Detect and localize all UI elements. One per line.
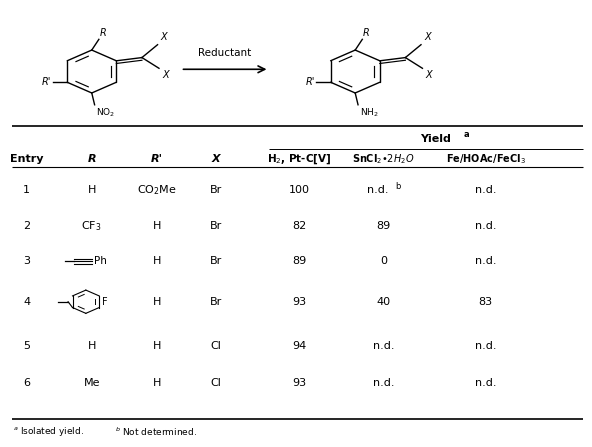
- Text: 2: 2: [23, 221, 30, 231]
- Text: H: H: [88, 342, 96, 351]
- Text: Yield: Yield: [420, 134, 451, 143]
- Text: n.d.: n.d.: [475, 221, 496, 231]
- Text: 100: 100: [288, 185, 310, 195]
- Text: F: F: [102, 297, 107, 307]
- Text: X: X: [160, 33, 167, 42]
- Text: H: H: [153, 342, 161, 351]
- Text: Ph: Ph: [94, 257, 107, 266]
- Text: X: X: [424, 33, 430, 42]
- Text: H$_2$, Pt-C[V]: H$_2$, Pt-C[V]: [267, 152, 331, 166]
- Text: 93: 93: [292, 297, 306, 307]
- Text: CO$_2$Me: CO$_2$Me: [137, 183, 177, 197]
- Text: 94: 94: [292, 342, 306, 351]
- Text: 89: 89: [377, 221, 391, 231]
- Text: a: a: [464, 131, 469, 139]
- Text: n.d.: n.d.: [475, 185, 496, 195]
- Text: R: R: [363, 28, 370, 38]
- Text: Me: Me: [83, 378, 100, 388]
- Text: n.d.: n.d.: [373, 342, 394, 351]
- Text: Cl: Cl: [211, 342, 221, 351]
- Text: Br: Br: [210, 257, 222, 266]
- Text: 1: 1: [23, 185, 30, 195]
- Text: R': R': [151, 154, 163, 164]
- Text: Entry: Entry: [10, 154, 43, 164]
- Text: Cl: Cl: [211, 378, 221, 388]
- Text: Br: Br: [210, 221, 222, 231]
- Text: 93: 93: [292, 378, 306, 388]
- Text: X: X: [162, 70, 169, 80]
- Text: NH$_2$: NH$_2$: [360, 106, 378, 118]
- Text: Br: Br: [210, 297, 222, 307]
- Text: n.d.: n.d.: [373, 378, 394, 388]
- Text: R': R': [305, 77, 315, 87]
- Text: X: X: [212, 154, 220, 164]
- Text: H: H: [153, 257, 161, 266]
- Text: 4: 4: [23, 297, 30, 307]
- Text: NO$_2$: NO$_2$: [96, 106, 115, 118]
- Text: $^b$ Not determined.: $^b$ Not determined.: [115, 425, 197, 438]
- Text: 0: 0: [380, 257, 387, 266]
- Text: Fe/HOAc/FeCl$_3$: Fe/HOAc/FeCl$_3$: [446, 152, 525, 166]
- Text: SnCl$_2•2H_2O$: SnCl$_2•2H_2O$: [352, 152, 415, 166]
- Text: b: b: [395, 182, 401, 191]
- Text: R: R: [88, 154, 96, 164]
- Text: X: X: [426, 70, 432, 80]
- Text: 5: 5: [23, 342, 30, 351]
- Text: 3: 3: [23, 257, 30, 266]
- Text: n.d.: n.d.: [475, 257, 496, 266]
- Text: R': R': [42, 77, 52, 87]
- Text: Br: Br: [210, 185, 222, 195]
- Text: $^a$ Isolated yield.: $^a$ Isolated yield.: [13, 425, 84, 438]
- Text: 40: 40: [377, 297, 391, 307]
- Text: n.d.: n.d.: [367, 185, 388, 195]
- Text: 83: 83: [478, 297, 493, 307]
- Text: 82: 82: [292, 221, 306, 231]
- Text: CF$_3$: CF$_3$: [82, 219, 102, 232]
- Text: n.d.: n.d.: [475, 378, 496, 388]
- Text: H: H: [153, 297, 161, 307]
- Text: Reductant: Reductant: [198, 48, 252, 58]
- Text: n.d.: n.d.: [475, 342, 496, 351]
- Text: 89: 89: [292, 257, 306, 266]
- Text: H: H: [88, 185, 96, 195]
- Text: H: H: [153, 378, 161, 388]
- Text: 6: 6: [23, 378, 30, 388]
- Text: R: R: [99, 28, 107, 38]
- Text: H: H: [153, 221, 161, 231]
